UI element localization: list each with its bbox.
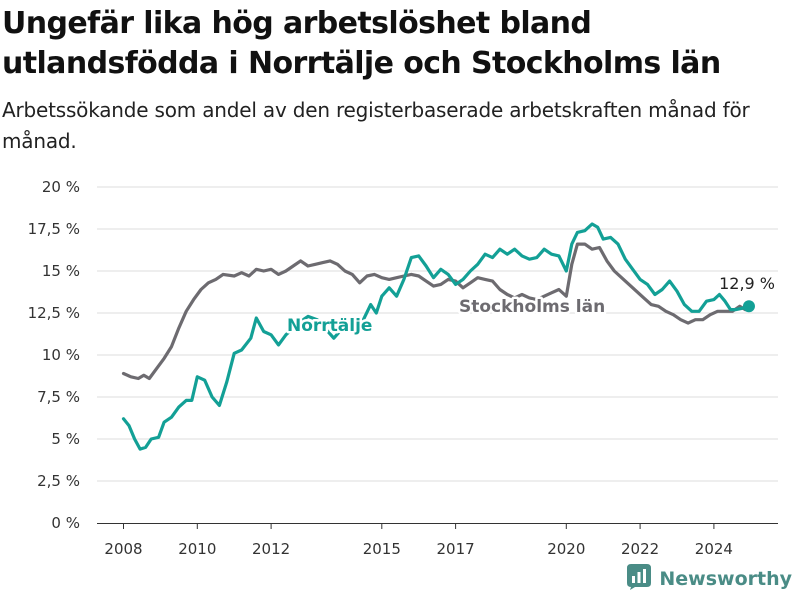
x-tick-label: 2012 <box>252 540 290 558</box>
y-tick-label: 15 % <box>42 262 80 280</box>
y-tick-label: 20 % <box>42 178 80 196</box>
x-tick-label: 2008 <box>104 540 142 558</box>
x-tick-label: 2024 <box>695 540 733 558</box>
y-tick-label: 17,5 % <box>28 220 80 238</box>
y-tick-label: 7,5 % <box>37 388 80 406</box>
series-label-norrtalje: Norrtälje <box>287 316 372 336</box>
brand-logo: Newsworthy <box>627 564 792 594</box>
end-value-label: 12,9 % <box>719 274 775 293</box>
series-lines <box>121 222 751 451</box>
chart-title: Ungefär lika hög arbetslöshet bland utla… <box>2 6 721 81</box>
x-tick-label: 2017 <box>437 540 475 558</box>
y-tick-label: 10 % <box>42 346 80 364</box>
y-axis-ticks: 0 % 2,5 % 5 % 7,5 % 10 % 12,5 % 15 % 17,5 % 20 % <box>28 178 80 532</box>
series-line-stockholms-lan <box>121 242 747 381</box>
gridlines <box>97 186 778 482</box>
y-tick-label: 12,5 % <box>28 304 80 322</box>
x-tick-label: 2022 <box>621 540 659 558</box>
y-tick-label: 5 % <box>51 430 80 448</box>
series-label-stockholms-lan: Stockholms län <box>459 297 605 317</box>
y-tick-label: 2,5 % <box>37 472 80 490</box>
y-tick-label: 0 % <box>51 514 80 532</box>
end-point-marker <box>742 300 755 313</box>
x-tick-label: 2010 <box>178 540 216 558</box>
chart-subtitle: Arbetssökande som andel av den registerb… <box>2 98 750 153</box>
series-line-norrtalje <box>121 222 751 451</box>
brand-name: Newsworthy <box>659 568 792 590</box>
x-tick-label: 2020 <box>547 540 585 558</box>
x-tick-label: 2015 <box>363 540 401 558</box>
x-axis-ticks: 2008 2010 2012 2015 2017 2020 2022 2024 <box>104 523 733 558</box>
newsworthy-chart-logo-icon <box>627 564 652 594</box>
